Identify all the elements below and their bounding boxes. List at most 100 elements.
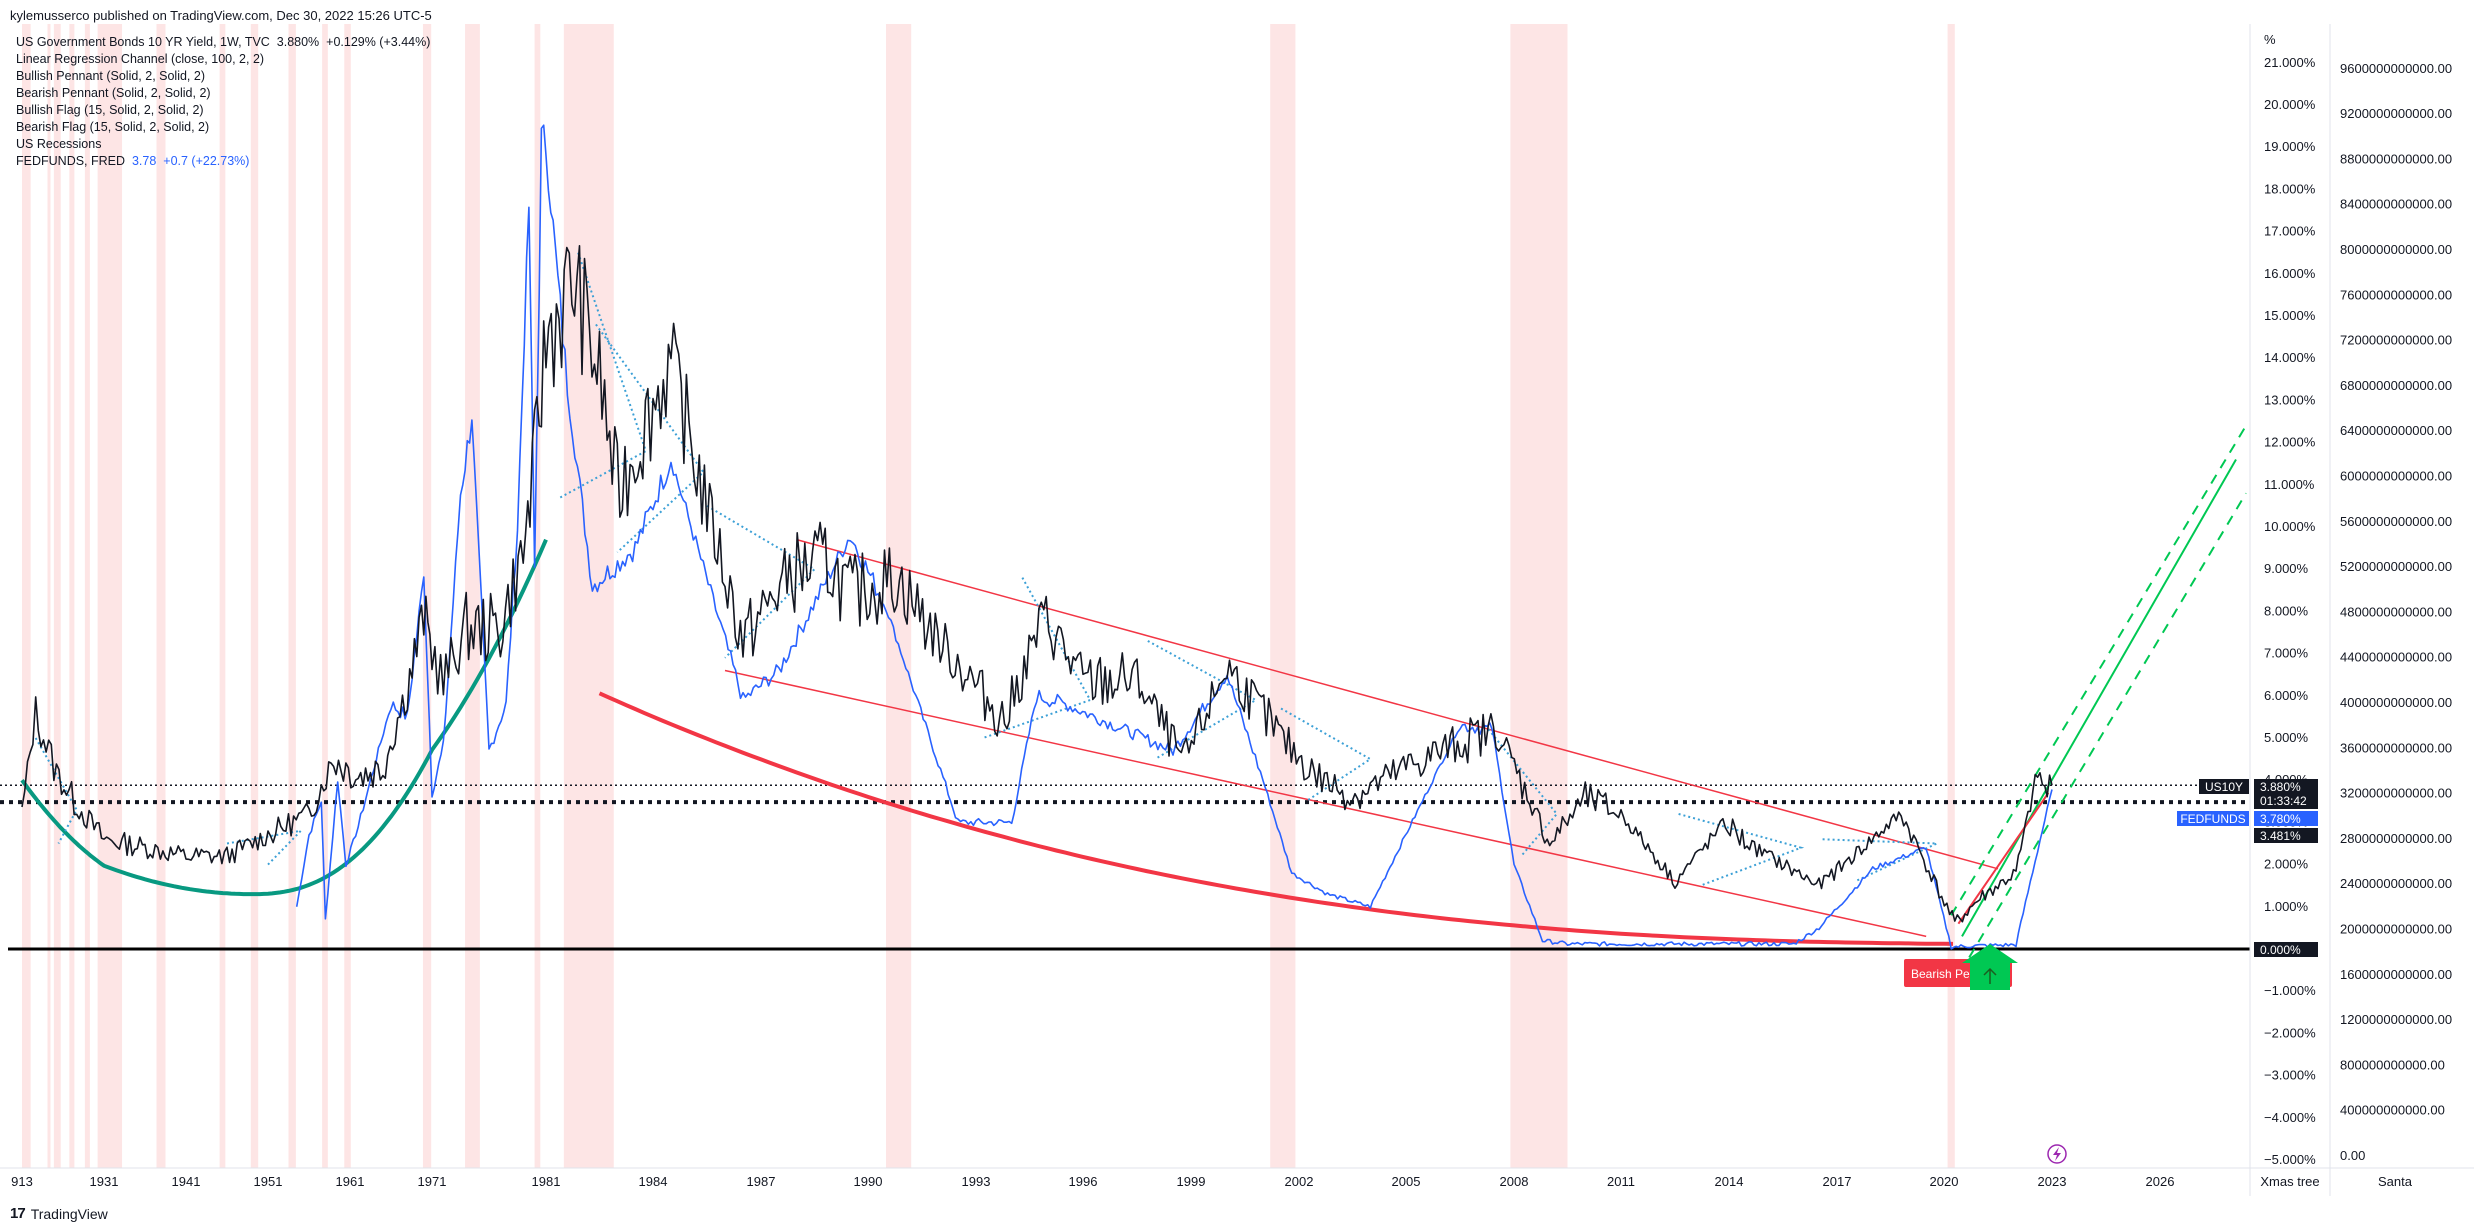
legend-overlay-series[interactable]: FEDFUNDS, FRED 3.78 +0.7 (+22.73%) xyxy=(16,153,430,170)
price-tick: 6.000% xyxy=(2264,688,2309,703)
fedfunds-price-tag[interactable]: FEDFUNDS 3.780% xyxy=(2177,811,2318,826)
time-tick: 1981 xyxy=(532,1174,561,1189)
time-tick: 913 xyxy=(11,1174,33,1189)
value-tick: 9200000000000.00 xyxy=(2340,106,2452,121)
recession-band xyxy=(84,24,90,1168)
recession-band xyxy=(47,24,51,1168)
time-tick: 1990 xyxy=(854,1174,883,1189)
regression-lower xyxy=(724,669,1927,938)
time-tick: 1931 xyxy=(90,1174,119,1189)
price-tick: 7.000% xyxy=(2264,646,2309,661)
time-tick: 1993 xyxy=(962,1174,991,1189)
chart-legend: US Government Bonds 10 YR Yield, 1W, TVC… xyxy=(16,34,430,170)
price-tick: −3.000% xyxy=(2264,1068,2316,1083)
recession-band xyxy=(1270,24,1296,1168)
value-tick: 1600000000000.00 xyxy=(2340,967,2452,982)
price-tick: 10.000% xyxy=(2264,519,2316,534)
pennant-pattern xyxy=(982,577,1092,739)
legend-indicator[interactable]: Linear Regression Channel (close, 100, 2… xyxy=(16,52,265,66)
price-tick: 1.000% xyxy=(2264,899,2309,914)
legend-main-label: US Government Bonds 10 YR Yield, 1W, TVC xyxy=(16,35,270,49)
time-tick: 1951 xyxy=(254,1174,283,1189)
bowl-curve xyxy=(598,691,1954,946)
regression-price-tag[interactable]: 3.481% xyxy=(2254,828,2318,843)
value-tick: 3200000000000.00 xyxy=(2340,786,2452,801)
legend-indicator[interactable]: Bearish Pennant (Solid, 2, Solid, 2) xyxy=(16,86,211,100)
price-tick: −2.000% xyxy=(2264,1025,2316,1040)
axis-unit: % xyxy=(2264,32,2276,47)
time-tick: 2005 xyxy=(1392,1174,1421,1189)
tradingview-logo-icon: 17 xyxy=(10,1205,26,1222)
time-tick: 1987 xyxy=(747,1174,776,1189)
legend-main-series[interactable]: US Government Bonds 10 YR Yield, 1W, TVC… xyxy=(16,34,430,51)
pennant-pattern xyxy=(706,505,817,659)
time-tick: 2023 xyxy=(2038,1174,2067,1189)
cup-curve xyxy=(20,538,548,897)
price-tick: −5.000% xyxy=(2264,1152,2316,1167)
value-tick: 5600000000000.00 xyxy=(2340,514,2452,529)
time-axis[interactable]: 913 1931 1941 1951 1961 1971 1981 1984 1987 1990 1… xyxy=(11,1174,2174,1189)
value-tick: 400000000000.00 xyxy=(2340,1103,2445,1118)
legend-indicator[interactable]: Bearish Flag (15, Solid, 2, Solid, 2) xyxy=(16,120,210,134)
value-tick: 800000000000.00 xyxy=(2340,1057,2445,1072)
legend-overlay-value: 3.78 xyxy=(131,154,157,168)
recession-band xyxy=(219,24,226,1168)
value-tick: 8000000000000.00 xyxy=(2340,242,2452,257)
time-tick: 2011 xyxy=(1607,1174,1635,1189)
price-axis[interactable]: 21.000% 20.000% 19.000% 18.000% 17.000% 16.00… xyxy=(2264,55,2316,1167)
time-axis-left-label[interactable]: Xmas tree xyxy=(2260,1174,2319,1189)
price-tick: 18.000% xyxy=(2264,181,2316,196)
up-arrow-icon[interactable] xyxy=(1962,944,2018,990)
value-tick: 7200000000000.00 xyxy=(2340,333,2452,348)
legend-indicator[interactable]: Bullish Flag (15, Solid, 2, Solid, 2) xyxy=(16,103,204,117)
tradingview-logo[interactable]: 17 TradingView xyxy=(10,1205,108,1222)
price-tick: 9.000% xyxy=(2264,561,2309,576)
value-tick: 6000000000000.00 xyxy=(2340,469,2452,484)
countdown: 01:33:42 xyxy=(2260,794,2307,808)
time-tick: 2014 xyxy=(1715,1174,1744,1189)
bearish-label-text: Bearish Pe xyxy=(1911,967,1970,981)
recession-band xyxy=(563,24,614,1168)
price-tick: 8.000% xyxy=(2264,603,2309,618)
zero-price-tag[interactable]: 0.000% xyxy=(2254,942,2318,957)
price-tick: 11.000% xyxy=(2264,477,2315,492)
value-axis[interactable]: 9600000000000.00 9200000000000.00 88000000… xyxy=(2340,61,2452,1163)
time-axis-right-label[interactable]: Santa xyxy=(2378,1174,2413,1189)
regression-upper xyxy=(796,538,1999,870)
time-tick: 2020 xyxy=(1930,1174,1959,1189)
value-tick: 5200000000000.00 xyxy=(2340,559,2452,574)
value-tick: 4000000000000.00 xyxy=(2340,695,2452,710)
series-us10y xyxy=(21,245,2053,923)
legend-overlay-label: FEDFUNDS, FRED xyxy=(16,154,126,168)
us10y-price-tag[interactable]: US10Y 3.880% 01:33:42 xyxy=(2199,779,2318,809)
growth-lower xyxy=(1968,492,2247,958)
recession-band xyxy=(250,24,259,1168)
legend-indicator[interactable]: US Recessions xyxy=(16,137,102,151)
recession-band xyxy=(886,24,912,1168)
recession-band xyxy=(156,24,166,1168)
time-tick: 2008 xyxy=(1500,1174,1529,1189)
time-tick: 1999 xyxy=(1177,1174,1206,1189)
pennant-pattern xyxy=(1678,812,1805,887)
price-tick: 17.000% xyxy=(2264,224,2316,239)
pennant-pattern xyxy=(226,829,304,866)
price-tick: −1.000% xyxy=(2264,983,2316,998)
recession-band xyxy=(1947,24,1955,1168)
legend-overlay-change: +0.7 (+22.73%) xyxy=(163,154,250,168)
value-tick: 2800000000000.00 xyxy=(2340,831,2452,846)
time-tick: 1941 xyxy=(172,1174,201,1189)
value-tick: 0.00 xyxy=(2340,1148,2365,1163)
tradingview-brand: TradingView xyxy=(30,1205,108,1222)
series xyxy=(21,124,2053,950)
pennant-pattern xyxy=(595,323,705,554)
lightning-icon[interactable] xyxy=(2047,1144,2067,1164)
time-tick: 1996 xyxy=(1069,1174,1098,1189)
value-tick: 1200000000000.00 xyxy=(2340,1012,2452,1027)
growth-upper xyxy=(1950,425,2247,916)
recession-band xyxy=(1510,24,1568,1168)
legend-indicator[interactable]: Bullish Pennant (Solid, 2, Solid, 2) xyxy=(16,69,205,83)
zero-tag-value: 0.000% xyxy=(2260,943,2301,957)
time-tick: 1984 xyxy=(639,1174,668,1189)
grid xyxy=(0,784,2250,951)
